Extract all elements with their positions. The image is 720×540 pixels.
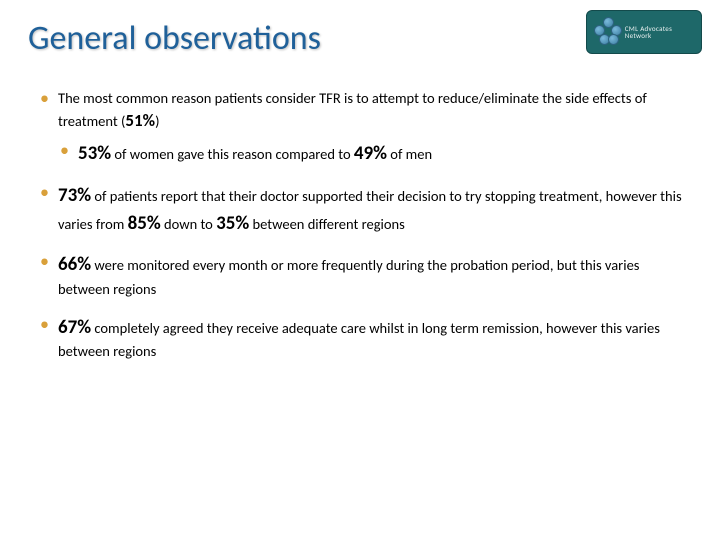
bullet-2-pct3: 35%	[216, 212, 249, 235]
bullet-1-sub-post: of men	[387, 145, 432, 163]
bullet-2-mid2: down to	[161, 215, 216, 233]
bullet-3-post: were monitored every month or more frequ…	[58, 256, 639, 298]
bullet-1-pct: 51%	[125, 110, 155, 131]
bullet-2: 73% of patients report that their doctor…	[38, 182, 682, 237]
logo-cells-icon	[593, 17, 621, 47]
page-title: General observations	[28, 18, 321, 59]
bullet-3: 66% were monitored every month or more f…	[38, 251, 682, 300]
bullet-4-pct: 67%	[58, 316, 91, 339]
bullet-1-sub-pct2: 49%	[354, 142, 387, 165]
bullet-2-post: between different regions	[249, 215, 405, 233]
bullet-1-post: )	[155, 112, 159, 130]
bullet-1: The most common reason patients consider…	[38, 88, 682, 168]
bullet-2-pct1: 73%	[58, 184, 91, 207]
bullet-4-post: completely agreed they receive adequate …	[58, 319, 660, 361]
logo-text: CML Advocates Network	[625, 25, 695, 39]
bullet-4: 67% completely agreed they receive adequ…	[38, 314, 682, 363]
bullet-1-sub-pct1: 53%	[78, 142, 111, 165]
bullet-3-pct: 66%	[58, 253, 91, 276]
bullet-2-pct2: 85%	[128, 212, 161, 235]
bullet-1-sub: 53% of women gave this reason compared t…	[58, 140, 682, 169]
bullet-1-sub-mid: of women gave this reason compared to	[111, 145, 354, 163]
logo-badge: CML Advocates Network	[586, 10, 702, 54]
content-area: The most common reason patients consider…	[38, 88, 682, 376]
